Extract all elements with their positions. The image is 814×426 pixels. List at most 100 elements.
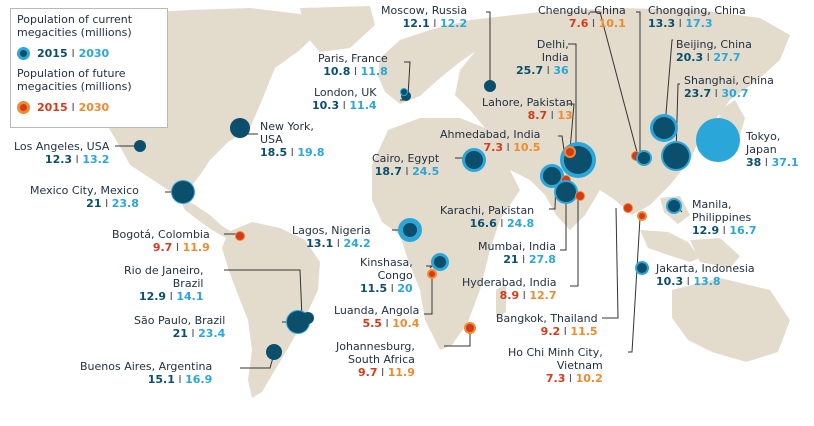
city-label-luanda-angola: Luanda, Angola 5.5 I 10.4 (334, 304, 419, 330)
city-label-moscow-russia: Moscow, Russia 12.1 I 12.2 (381, 4, 467, 30)
value-2015: 23.7 (684, 87, 712, 100)
legend-current-2030: 2030 (78, 47, 110, 60)
value-2015: 9.7 (152, 241, 173, 254)
city-label-kinshasa-congo: Kinshasa, Congo 11.5 I 20 (360, 256, 413, 295)
value-2030: 24.5 (412, 165, 440, 178)
city-label-mexico-city-mexico: Mexico City, Mexico 21 I 23.8 (30, 184, 139, 210)
city-values: 15.1 I 16.9 (80, 373, 213, 386)
legend-future-2015: 2015 (37, 101, 68, 114)
value-2030: 27.8 (528, 253, 556, 266)
city-name: Kinshasa, Congo (360, 256, 413, 282)
city-values: 10.8 I 11.8 (318, 65, 388, 78)
city-label-paris-france: Paris, France 10.8 I 11.8 (318, 52, 388, 78)
manila-bubble (668, 200, 680, 212)
city-label-bogota-colombia: Bogotá, Colombia 9.7 I 11.9 (112, 228, 210, 254)
value-2030: 11.9 (182, 241, 210, 254)
value-separator: I (172, 241, 183, 254)
value-separator: I (560, 325, 571, 338)
mumbai-bubble (556, 182, 576, 202)
value-separator: I (711, 87, 722, 100)
value-2030: 14.1 (176, 290, 204, 303)
city-bubbles (134, 80, 740, 360)
legend-current-symbol-inner (20, 50, 27, 57)
value-2030: 36 (553, 64, 569, 77)
city-values: 21 I 23.4 (134, 327, 226, 340)
city-values: 18.7 I 24.5 (372, 165, 440, 178)
value-separator: I (547, 109, 558, 122)
city-name: Delhi, India (536, 38, 569, 64)
value-2030: 10.2 (575, 372, 603, 385)
value-2030: 16.9 (185, 373, 213, 386)
rio-bubble (302, 312, 314, 324)
mexicocity-bubble (172, 181, 194, 203)
city-values: 12.1 I 12.2 (381, 17, 468, 30)
value-separator: I (72, 153, 83, 166)
city-label-bangkok-thailand: Bangkok, Thailand 9.2 I 11.5 (496, 312, 598, 338)
value-2015: 12.9 (692, 224, 720, 237)
city-label-sao-paulo-brazil: São Paulo, Brazil 21 I 23.4 (134, 314, 225, 340)
city-values: 23.7 I 30.7 (684, 87, 774, 100)
city-label-johannesburg-south-africa: Johannesburg, South Africa 9.7 I 11.9 (336, 340, 415, 379)
value-separator: I (761, 156, 772, 169)
shanghai-bubble (663, 143, 689, 169)
city-values: 8.7 I 13 (482, 109, 573, 122)
lahore-inner-bubble (566, 148, 574, 156)
legend: Population of current megacities (millio… (10, 8, 168, 128)
value-2030: 13.8 (693, 275, 721, 288)
city-label-lagos-nigeria: Lagos, Nigeria 13.1 I 24.2 (292, 224, 371, 250)
kinshasa-bubble (434, 256, 446, 268)
value-2030: 19.8 (297, 146, 325, 159)
legend-future-symbol-inner (20, 104, 27, 111)
legend-future-years: 2015 I 2030 (37, 101, 109, 114)
hochiminh-inner-bubble (639, 213, 645, 219)
value-separator: I (333, 237, 344, 250)
city-name: Ho Chi Minh City, Vietnam (508, 346, 603, 372)
city-values: 38 I 37.1 (746, 156, 799, 169)
city-label-lahore-pakistan: Lahore, Pakistan 8.7 I 13 (482, 96, 573, 122)
city-name: Chongqing, China (648, 4, 746, 17)
value-2015: 15.1 (147, 373, 175, 386)
city-values: 9.7 I 11.9 (112, 241, 210, 254)
city-values: 5.5 I 10.4 (334, 317, 419, 330)
value-2030: 20 (397, 282, 413, 295)
moscow-bubble (484, 80, 496, 92)
city-name: Los Angeles, USA (14, 140, 110, 153)
value-separator: I (381, 317, 393, 330)
lagos-bubble (403, 223, 417, 237)
losangeles-bubble (134, 140, 146, 152)
value-2030: 30.7 (721, 87, 749, 100)
value-2015: 10.3 (312, 99, 340, 112)
city-values: 9.2 I 11.5 (496, 325, 598, 338)
value-2030: 12.7 (529, 289, 557, 302)
chongqing-bubble (638, 152, 650, 164)
city-name: São Paulo, Brazil (134, 314, 226, 327)
value-2030: 11.9 (387, 366, 415, 379)
value-2030: 24.2 (343, 237, 371, 250)
value-2030: 11.5 (570, 325, 598, 338)
value-2015: 8.7 (527, 109, 548, 122)
value-2015: 18.7 (374, 165, 402, 178)
value-separator: I (565, 372, 576, 385)
city-name: Buenos Aires, Argentina (80, 360, 213, 373)
city-label-chengdu-china: Chengdu, China 7.6 I 10.1 (538, 4, 626, 30)
city-name: Bangkok, Thailand (496, 312, 598, 325)
value-2015: 21 (86, 197, 102, 210)
city-values: 25.7 I 36 (516, 64, 569, 77)
value-2015: 7.3 (545, 372, 566, 385)
value-separator: I (719, 224, 730, 237)
city-name: Lahore, Pakistan (482, 96, 573, 109)
city-label-chongqing-china: Chongqing, China 13.3 I 17.3 (648, 4, 746, 30)
value-2015: 20.3 (676, 51, 704, 64)
value-separator: I (503, 141, 514, 154)
value-2015: 25.7 (516, 64, 544, 77)
city-name: Johannesburg, South Africa (336, 340, 415, 366)
value-2030: 23.8 (111, 197, 139, 210)
value-separator: I (174, 373, 186, 386)
value-separator: I (429, 17, 440, 30)
value-separator: I (675, 17, 686, 30)
city-values: 12.3 I 13.2 (14, 153, 110, 166)
city-label-tokyo-japan: Tokyo, Japan 38 I 37.1 (746, 130, 799, 169)
city-label-ho-chi-minh-city-vietnam: Ho Chi Minh City, Vietnam 7.3 I 10.2 (508, 346, 603, 385)
value-separator: I (377, 366, 388, 379)
legend-current-years: 2015 I 2030 (37, 47, 109, 60)
